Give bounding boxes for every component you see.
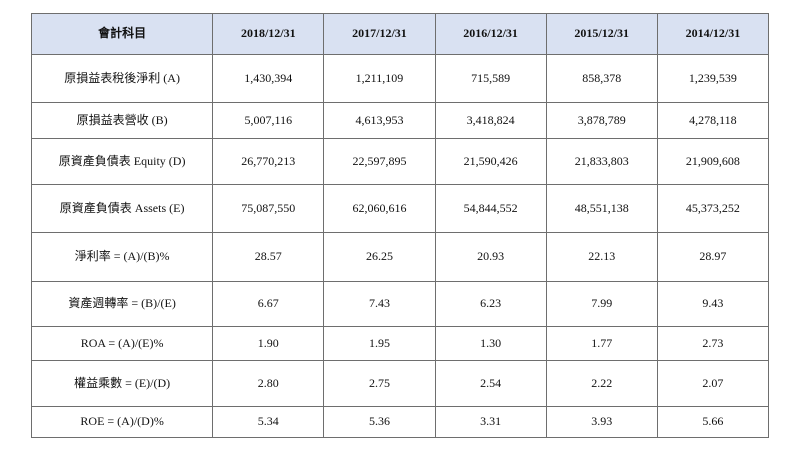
table-row: 原損益表營收 (B) 5,007,116 4,613,953 3,418,824…	[30, 102, 770, 139]
financial-ratio-table: 會計科目 2018/12/31 2017/12/31 2016/12/31 20…	[30, 13, 770, 438]
table-cell: 1,239,539	[656, 54, 770, 103]
table-cell: 1.77	[545, 326, 658, 361]
table-cell: 2.75	[323, 360, 436, 407]
row-label: 資產週轉率 = (B)/(E)	[30, 281, 214, 327]
row-label: 淨利率 = (A)/(B)%	[30, 232, 214, 282]
table-row: ROA = (A)/(E)% 1.90 1.95 1.30 1.77 2.73	[30, 326, 770, 361]
table-cell: 5.66	[656, 406, 770, 438]
table-cell: 20.93	[434, 232, 547, 282]
table-row: 原損益表稅後淨利 (A) 1,430,394 1,211,109 715,589…	[30, 54, 770, 103]
table-cell: 858,378	[545, 54, 658, 103]
row-label: 原損益表營收 (B)	[30, 102, 214, 139]
header-year-2016: 2016/12/31	[434, 13, 547, 55]
table-cell: 4,613,953	[323, 102, 436, 139]
table-row: 淨利率 = (A)/(B)% 28.57 26.25 20.93 22.13 2…	[30, 232, 770, 282]
table-cell: 715,589	[434, 54, 547, 103]
table-cell: 2.80	[212, 360, 325, 407]
header-year-2015: 2015/12/31	[545, 13, 658, 55]
table-cell: 3,878,789	[545, 102, 658, 139]
table-cell: 6.23	[434, 281, 547, 327]
table-cell: 1,211,109	[323, 54, 436, 103]
table-cell: 5.36	[323, 406, 436, 438]
table-body: 原損益表稅後淨利 (A) 1,430,394 1,211,109 715,589…	[30, 54, 770, 438]
table-cell: 26.25	[323, 232, 436, 282]
table-cell: 28.97	[656, 232, 770, 282]
table-cell: 5.34	[212, 406, 325, 438]
table-cell: 2.22	[545, 360, 658, 407]
row-label: 原資產負債表 Assets (E)	[30, 184, 214, 233]
table-cell: 26,770,213	[212, 138, 325, 185]
header-year-2014: 2014/12/31	[656, 13, 770, 55]
row-label: 原資產負債表 Equity (D)	[30, 138, 214, 185]
table-cell: 22.13	[545, 232, 658, 282]
header-year-2017: 2017/12/31	[323, 13, 436, 55]
row-label: ROE = (A)/(D)%	[30, 406, 214, 438]
table-cell: 1,430,394	[212, 54, 325, 103]
header-row: 會計科目 2018/12/31 2017/12/31 2016/12/31 20…	[30, 13, 770, 55]
table-row: 原資產負債表 Assets (E) 75,087,550 62,060,616 …	[30, 184, 770, 233]
row-label: 原損益表稅後淨利 (A)	[30, 54, 214, 103]
table-cell: 3,418,824	[434, 102, 547, 139]
header-accounting-item: 會計科目	[30, 13, 214, 55]
table-cell: 9.43	[656, 281, 770, 327]
table-cell: 4,278,118	[656, 102, 770, 139]
table-row: 權益乘數 = (E)/(D) 2.80 2.75 2.54 2.22 2.07	[30, 360, 770, 407]
table-header: 會計科目 2018/12/31 2017/12/31 2016/12/31 20…	[30, 13, 770, 55]
table-cell: 1.90	[212, 326, 325, 361]
table-cell: 54,844,552	[434, 184, 547, 233]
table-cell: 5,007,116	[212, 102, 325, 139]
table-cell: 7.99	[545, 281, 658, 327]
table-row: ROE = (A)/(D)% 5.34 5.36 3.31 3.93 5.66	[30, 406, 770, 438]
table-cell: 45,373,252	[656, 184, 770, 233]
table-row: 資產週轉率 = (B)/(E) 6.67 7.43 6.23 7.99 9.43	[30, 281, 770, 327]
table-cell: 7.43	[323, 281, 436, 327]
table-cell: 22,597,895	[323, 138, 436, 185]
table-cell: 2.07	[656, 360, 770, 407]
table-cell: 21,833,803	[545, 138, 658, 185]
table-cell: 21,590,426	[434, 138, 547, 185]
table-cell: 2.73	[656, 326, 770, 361]
table-cell: 2.54	[434, 360, 547, 407]
row-label: ROA = (A)/(E)%	[30, 326, 214, 361]
table-row: 原資產負債表 Equity (D) 26,770,213 22,597,895 …	[30, 138, 770, 185]
table-cell: 28.57	[212, 232, 325, 282]
table-cell: 1.95	[323, 326, 436, 361]
table-cell: 48,551,138	[545, 184, 658, 233]
table-cell: 3.31	[434, 406, 547, 438]
table-cell: 6.67	[212, 281, 325, 327]
row-label: 權益乘數 = (E)/(D)	[30, 360, 214, 407]
table-cell: 62,060,616	[323, 184, 436, 233]
table-cell: 1.30	[434, 326, 547, 361]
header-year-2018: 2018/12/31	[212, 13, 325, 55]
table-cell: 75,087,550	[212, 184, 325, 233]
table-cell: 21,909,608	[656, 138, 770, 185]
table-cell: 3.93	[545, 406, 658, 438]
